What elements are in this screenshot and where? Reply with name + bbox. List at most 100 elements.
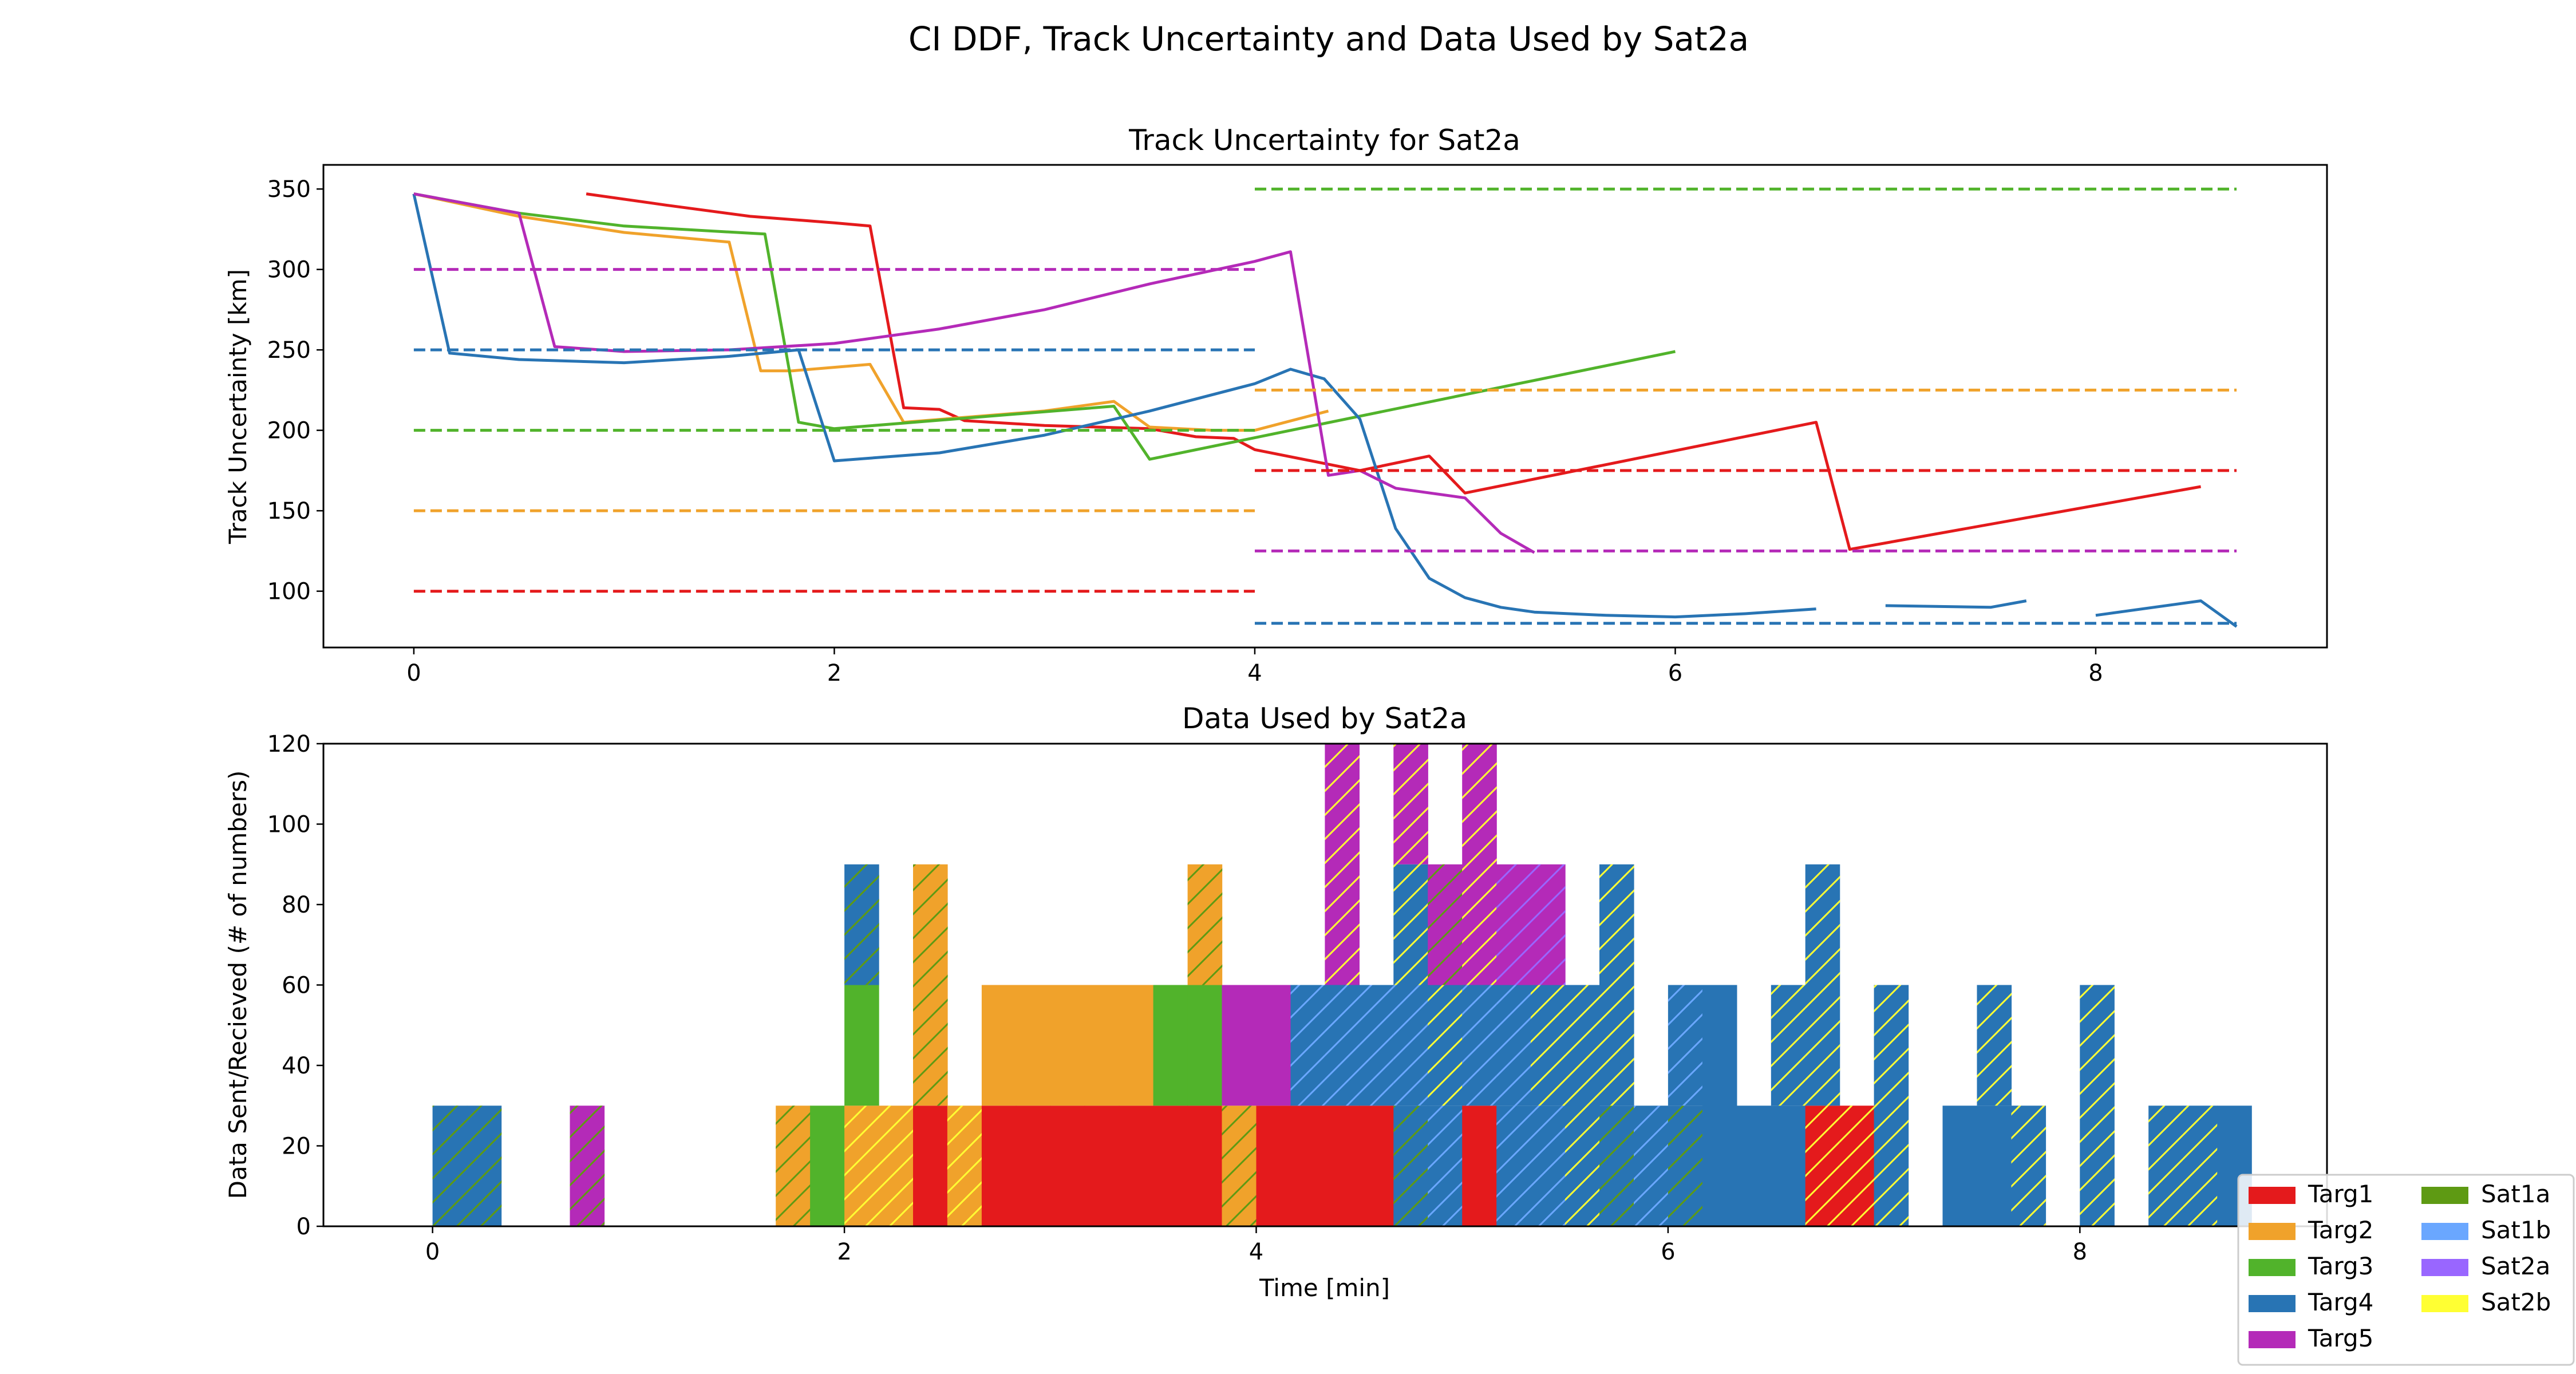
data-bar-hatch-sat1b: [1634, 1105, 1669, 1227]
data-bar-targ2: [981, 985, 1017, 1106]
data-bar-targ5: [1256, 985, 1291, 1106]
track-line-targ5-solid-6: [413, 192, 1535, 554]
y-tick-label: 80: [282, 892, 311, 918]
legend-label-sat2b: Sat2b: [2481, 1288, 2551, 1316]
y-tick-label: 40: [282, 1053, 311, 1079]
data-bar-hatch-sat2b: [1839, 1105, 1875, 1227]
x-tick-label: 0: [406, 660, 421, 686]
data-bar-hatch-sat1a: [844, 864, 879, 985]
data-bar-targ1: [1084, 1105, 1120, 1227]
data-bar-hatch-sat2b: [1771, 985, 1806, 1106]
data-bar-hatch-sat1b: [1393, 985, 1428, 1106]
track-uncertainty-frame: [322, 164, 2328, 649]
data-bar-targ4: [1977, 1105, 2012, 1227]
data-bar-targ1: [1290, 1105, 1326, 1227]
legend-swatch-targ1: [2249, 1187, 2296, 1204]
track-line-targ3-solid-2: [413, 192, 1676, 461]
data-bar-hatch-sat2b: [2148, 1105, 2183, 1227]
y-tick-label: 200: [267, 418, 311, 444]
legend-frame: [2237, 1174, 2575, 1366]
y-tick-label: 100: [267, 812, 311, 838]
y-tick-label: 20: [282, 1134, 311, 1160]
data-bar-targ1: [1153, 1105, 1188, 1227]
track-uncertainty-y-ticks: 100 150 200 250 300 350: [267, 176, 323, 605]
legend-swatch-sat1a: [2421, 1187, 2468, 1204]
data-bar-targ1: [1256, 1105, 1291, 1227]
data-used-title: Data Used by Sat2a: [1182, 702, 1467, 735]
track-uncertainty-title: Track Uncertainty for Sat2a: [1128, 124, 1520, 157]
data-bar-targ1: [1119, 1105, 1154, 1227]
data-bar-hatch-sat1a: [467, 1105, 502, 1227]
data-bar-targ1: [913, 1105, 948, 1227]
data-bar-targ3: [810, 1105, 845, 1227]
data-bar-hatch-sat2b: [1599, 864, 1634, 1106]
data-bar-hatch-sat2b: [1325, 744, 1360, 985]
data-bar-targ1: [981, 1105, 1017, 1227]
data-bar-hatch-sat1a: [1599, 1105, 1634, 1227]
data-bar-hatch-sat2b: [1428, 985, 1463, 1106]
data-bar-targ3: [1153, 985, 1188, 1106]
data-bar-hatch-sat1a: [776, 1105, 811, 1227]
data-bar-hatch-sat1a: [1428, 864, 1463, 985]
data-bar-targ1: [1462, 1105, 1497, 1227]
figure-title: CI DDF, Track Uncertainty and Data Used …: [908, 19, 1749, 58]
legend-swatch-targ5: [2249, 1331, 2296, 1348]
y-tick-label: 250: [267, 337, 311, 364]
data-bar-hatch-sat1b: [1325, 985, 1360, 1106]
data-bar-hatch-sat2b: [1874, 985, 1909, 1226]
track-line-targ4-solid-5: [2095, 599, 2238, 628]
data-used-axes: Data Used by Sat2a 0 2 4 6 8 0 20 40 60 80 100 120…: [224, 702, 2328, 1302]
legend-swatch-sat2b: [2421, 1295, 2468, 1312]
data-bar-hatch-sat2b: [1531, 985, 1566, 1106]
data-used-y-ticks: 0 20 40 60 80 100 120: [267, 731, 323, 1240]
data-bar-hatch-sat2b: [1565, 985, 1600, 1226]
y-tick-label: 150: [267, 498, 311, 524]
track-line-targ4-solid-3: [412, 194, 1816, 619]
data-bar-hatch-sat1b: [1462, 985, 1497, 1106]
x-tick-label: 4: [1249, 1239, 1263, 1265]
legend-label-targ4: Targ4: [2308, 1288, 2373, 1316]
legend-label-sat1b: Sat1b: [2481, 1216, 2551, 1244]
data-bar-targ2: [1016, 985, 1051, 1106]
data-bar-hatch-sat2b: [1393, 864, 1428, 985]
data-bar-hatch-sat1b: [1428, 1105, 1463, 1227]
data-bar-hatch-sat2b: [1977, 985, 2012, 1106]
data-bar-hatch-sat2b: [2011, 1105, 2046, 1227]
data-bar-hatch-sat1b: [1496, 985, 1531, 1106]
data-bar-hatch-sat2b: [1393, 744, 1428, 864]
data-bar-hatch-sat1b: [1531, 1105, 1566, 1227]
track-line-targ4-solid-4: [1885, 599, 2027, 609]
legend-swatch-targ4: [2249, 1295, 2296, 1312]
legend-label-targ5: Targ5: [2308, 1324, 2373, 1352]
data-bar-hatch-sat1b: [1359, 985, 1394, 1106]
data-used-plot-area: [432, 744, 2252, 1227]
x-tick-label: 8: [2073, 1239, 2087, 1265]
data-bar-targ2: [1119, 985, 1154, 1106]
data-used-x-ticks: 0 2 4 6 8: [425, 1226, 2087, 1265]
y-tick-label: 300: [267, 257, 311, 283]
data-bar-targ1: [1050, 1105, 1085, 1227]
data-bar-targ2: [1084, 985, 1120, 1106]
legend-label-targ2: Targ2: [2308, 1216, 2373, 1244]
data-bar-hatch-sat2b: [844, 1105, 879, 1227]
data-bar-targ4: [1771, 1105, 1806, 1227]
data-bar-hatch-sat2b: [947, 1105, 982, 1227]
data-bar-hatch-sat2b: [1805, 1105, 1840, 1227]
track-uncertainty-axes: Track Uncertainty for Sat2a 0 2 4 6 8 100 150…: [224, 124, 2328, 686]
data-bar-hatch-sat2b: [2183, 1105, 2218, 1227]
data-bar-targ4: [1942, 1105, 1978, 1227]
data-bar-hatch-sat1b: [1668, 985, 1703, 1106]
x-tick-label: 2: [827, 660, 841, 686]
data-bar-hatch-sat2b: [879, 1105, 914, 1227]
data-bar-hatch-sat1a: [1187, 864, 1223, 985]
data-bar-targ2: [1050, 985, 1085, 1106]
data-bar-targ4: [1736, 1105, 1772, 1227]
data-bar-targ1: [1016, 1105, 1051, 1227]
y-tick-label: 60: [282, 973, 311, 999]
x-tick-label: 6: [1668, 660, 1682, 686]
legend-items: Targ1 Targ2 Targ3 Targ4 Targ5 Sat1a Sat1b Sat2a…: [2249, 1180, 2551, 1352]
x-tick-label: 4: [1247, 660, 1262, 686]
data-bar-hatch-sat2a: [1531, 864, 1566, 985]
data-bar-hatch-sat1b: [1290, 985, 1326, 1106]
